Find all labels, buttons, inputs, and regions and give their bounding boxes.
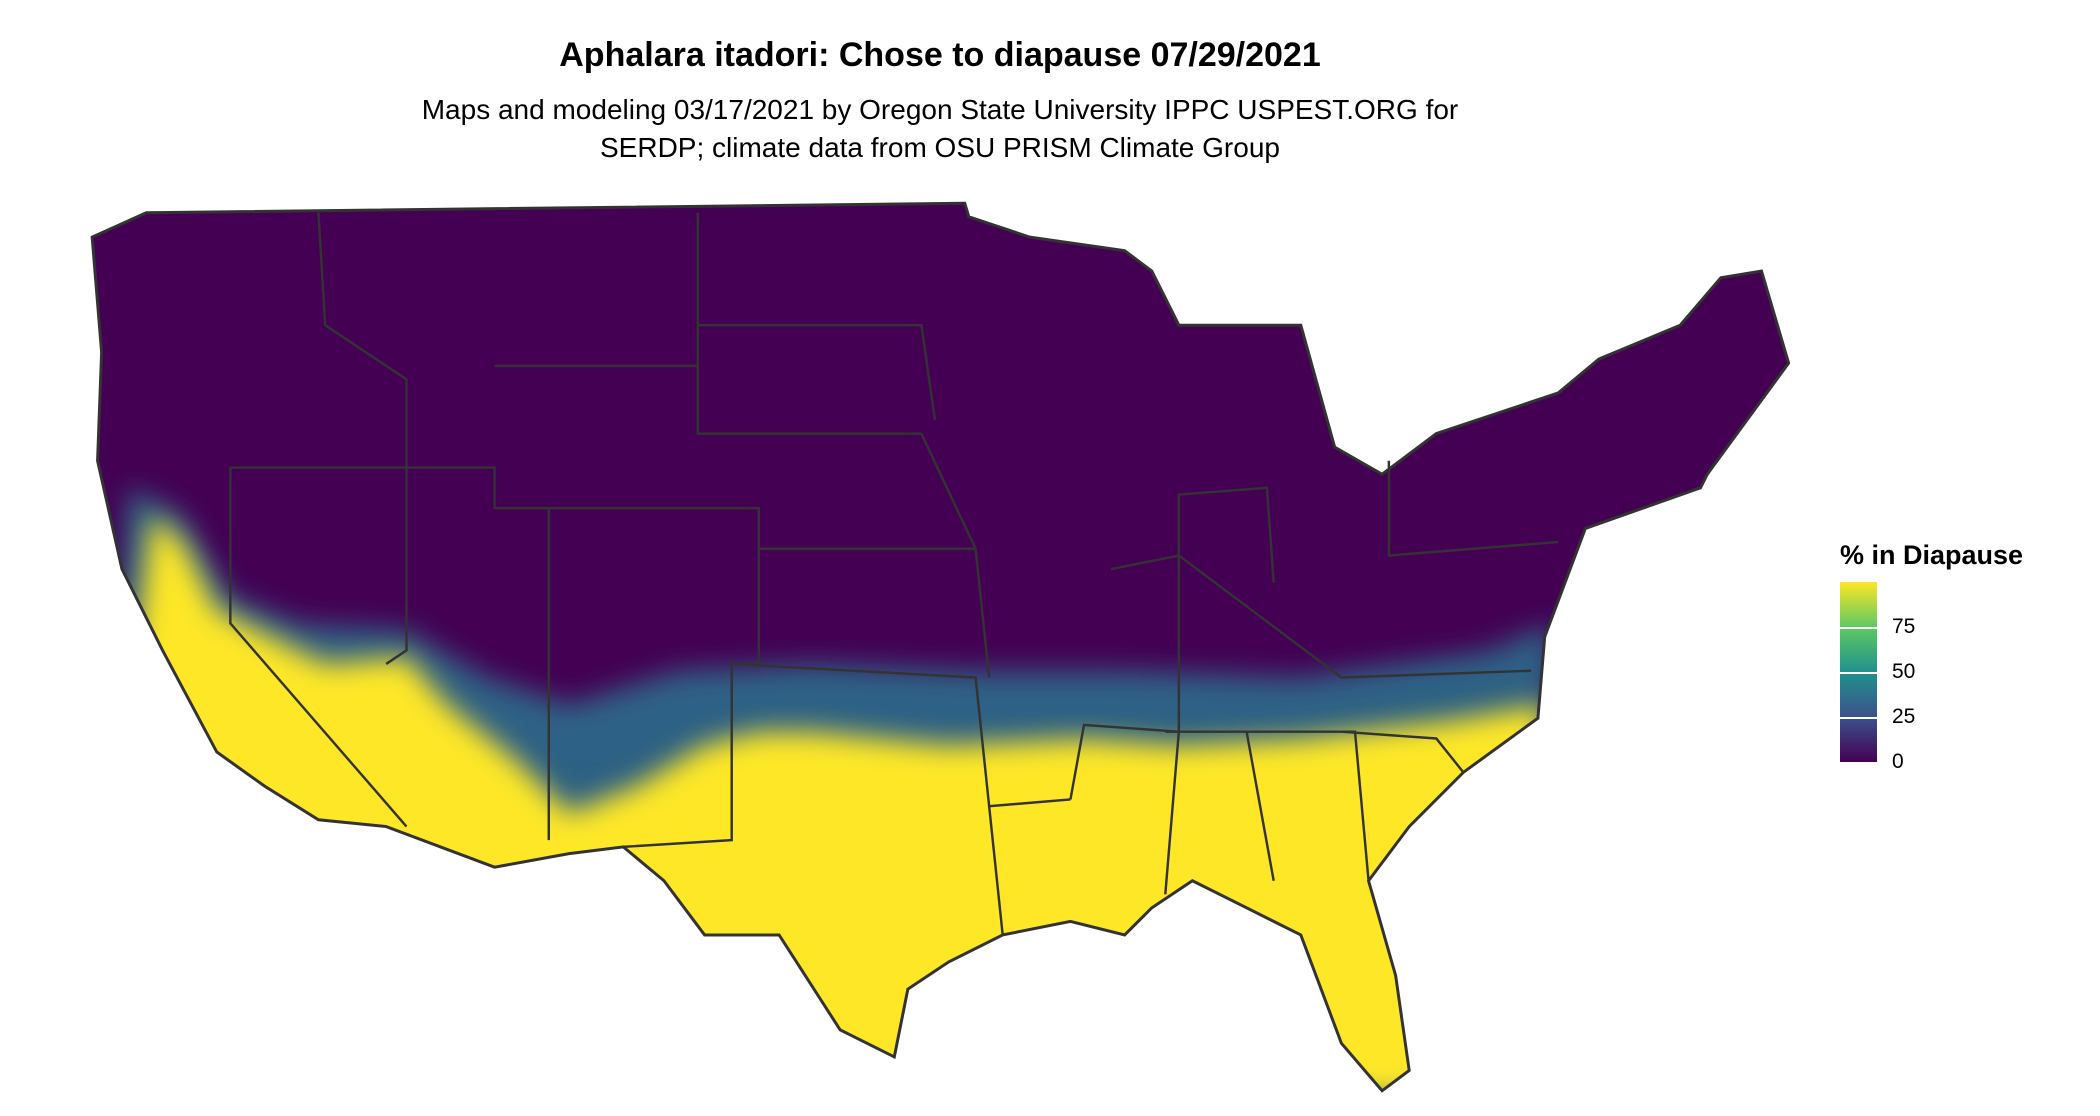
legend-title: % in Diapause bbox=[1840, 540, 2024, 570]
colorbar-tick bbox=[1840, 672, 1877, 674]
legend-tick-label: 0 bbox=[1892, 750, 1904, 773]
state-border bbox=[987, 806, 1004, 936]
state-border bbox=[317, 212, 408, 468]
state-border bbox=[1069, 723, 1181, 895]
map-title: Aphalara itadori: Chose to diapause 07/2… bbox=[559, 36, 1321, 74]
state-border bbox=[1177, 486, 1275, 732]
state-border bbox=[230, 466, 549, 510]
us-outline bbox=[90, 201, 1791, 1093]
state-border bbox=[697, 323, 937, 421]
state-border bbox=[229, 467, 408, 828]
map-subtitle-line2: SERDP; climate data from OSU PRISM Clima… bbox=[600, 132, 1280, 163]
state-border bbox=[548, 506, 976, 550]
state-border bbox=[920, 433, 991, 678]
state-borders bbox=[229, 212, 1559, 936]
colorbar-tick bbox=[1840, 717, 1877, 719]
state-border bbox=[1165, 730, 1275, 881]
state-border bbox=[1341, 730, 1465, 774]
state-border bbox=[1387, 460, 1559, 557]
legend-tick-label: 50 bbox=[1892, 660, 1916, 683]
state-border bbox=[731, 662, 1071, 808]
state-border bbox=[385, 467, 408, 665]
legend-tick-label: 25 bbox=[1892, 705, 1916, 728]
state-border bbox=[1110, 554, 1532, 679]
map-subtitle-line1: Maps and modeling 03/17/2021 by Oregon S… bbox=[421, 94, 1459, 125]
legend-tick-label: 75 bbox=[1892, 615, 1916, 638]
colorbar-tick bbox=[1840, 627, 1877, 629]
